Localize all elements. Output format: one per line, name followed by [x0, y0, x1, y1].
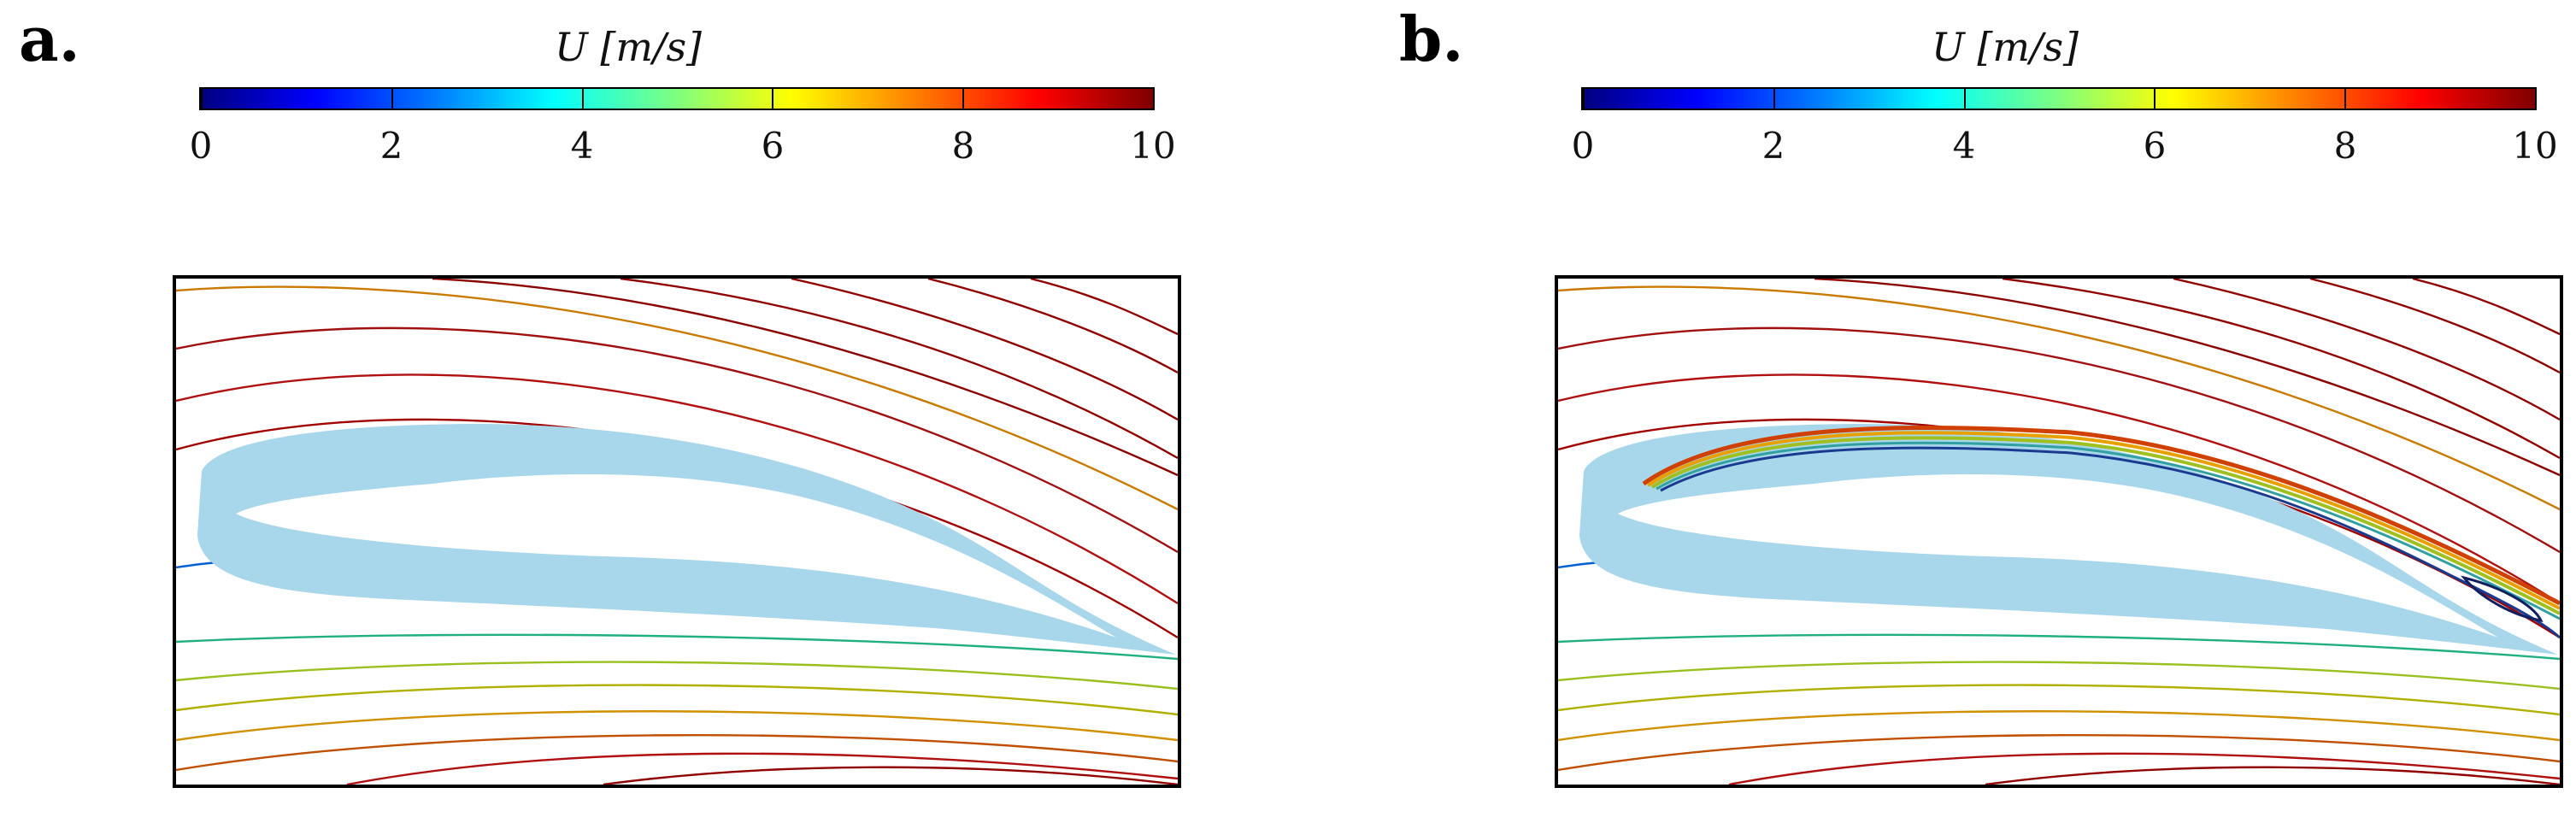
colorbar-title: U [m/s]	[1931, 24, 2079, 70]
flow-plot	[173, 275, 1181, 788]
colorbar-tick	[2344, 89, 2347, 109]
colorbar-tick-label: 2	[379, 125, 403, 167]
colorbar-tick-label: 4	[1952, 125, 1976, 167]
colorbar	[1581, 87, 2537, 110]
flow-plot	[1555, 275, 2563, 788]
colorbar-tick	[2154, 89, 2156, 109]
airfoil-shape	[1579, 424, 2558, 655]
colorbar	[199, 87, 1155, 110]
streamline-plot	[176, 279, 1178, 785]
colorbar-tick	[391, 89, 393, 109]
colorbar-tick	[201, 89, 203, 109]
colorbar-tick-label: 0	[1571, 125, 1595, 167]
colorbar-tick-label: 8	[951, 125, 975, 167]
colorbar-tick	[1583, 89, 1585, 109]
colorbar-tick	[772, 89, 774, 109]
colorbar-tick-label: 10	[2512, 125, 2558, 167]
colorbar-tick	[962, 89, 965, 109]
colorbar-tick	[1773, 89, 1775, 109]
colorbar-tick-label: 0	[189, 125, 213, 167]
colorbar-title: U [m/s]	[554, 24, 702, 70]
panel-b: b. U [m/s] 0 2 4 6 8 10	[1288, 0, 2576, 823]
colorbar-tick-label: 6	[2143, 125, 2167, 167]
panel-a: a. U [m/s] 0 2 4 6 8 10	[19, 3, 1181, 788]
streamline-plot	[1558, 279, 2560, 785]
streamlines-lower	[176, 561, 1178, 785]
colorbar-tick	[1963, 89, 1966, 109]
panel-label: a.	[19, 3, 80, 75]
boundary-layer-streamlines	[1642, 425, 2560, 639]
colorbar-tick-label: 8	[2333, 125, 2357, 167]
colorbar-tick-label: 2	[1761, 125, 1785, 167]
airfoil-shape	[197, 424, 1176, 655]
colorbar-tick-label: 10	[1130, 125, 1176, 167]
colorbar-tick-label: 6	[761, 125, 785, 167]
colorbar-tick-label: 4	[570, 125, 594, 167]
panel-label: b.	[1399, 3, 1464, 75]
colorbar-tick	[581, 89, 584, 109]
streamlines-lower	[1558, 561, 2560, 785]
